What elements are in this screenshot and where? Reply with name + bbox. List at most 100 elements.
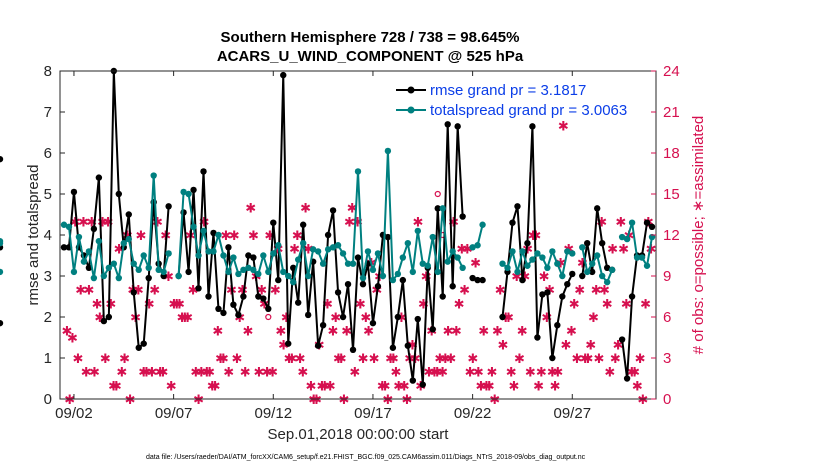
totalspread-point xyxy=(584,268,591,276)
obs-assimilated-marker: ✱ xyxy=(503,311,514,326)
chart-subtitle: ACARS_U_WIND_COMPONENT @ 525 hPa xyxy=(217,48,524,65)
totalspread-point xyxy=(245,264,252,271)
totalspread-point xyxy=(399,254,407,261)
totalspread-point xyxy=(638,254,646,261)
obs-assimilated-marker: ✱ xyxy=(407,338,418,353)
x-tick-label: 09/22 xyxy=(454,405,492,422)
rmse-point xyxy=(509,219,516,226)
totalspread-point xyxy=(439,205,446,212)
obs-assimilated-marker: ✱ xyxy=(179,311,190,326)
rmse-point xyxy=(579,272,586,280)
rmse-point xyxy=(419,381,426,388)
obs-assimilated-marker: ✱ xyxy=(97,215,108,230)
obs-assimilated-marker: ✱ xyxy=(317,379,328,394)
obs-assimilated-marker: ✱ xyxy=(223,366,234,381)
y-right-tick-label: 24 xyxy=(663,63,680,80)
obs-assimilated-marker: ✱ xyxy=(330,311,341,326)
obs-assimilated-marker: ✱ xyxy=(637,393,648,408)
obs-possible-marker xyxy=(265,313,272,321)
obs-assimilated-marker: ✱ xyxy=(467,352,478,367)
totalspread-point xyxy=(409,268,417,276)
totalspread-point xyxy=(215,231,222,239)
totalspread-point xyxy=(579,244,586,251)
obs-assimilated-marker: ✱ xyxy=(344,215,355,230)
totalspread-point xyxy=(235,270,242,278)
obs-assimilated-marker: ✱ xyxy=(92,297,103,312)
rmse-point xyxy=(275,276,282,284)
rmse-point xyxy=(584,240,591,247)
totalspread-point xyxy=(280,268,287,276)
totalspread-point xyxy=(414,227,421,235)
totalspread-point xyxy=(255,270,262,278)
totalspread-point xyxy=(180,188,187,196)
rmse-point xyxy=(444,121,451,128)
totalspread-point xyxy=(519,248,526,255)
obs-assimilated-marker: ✱ xyxy=(234,311,245,326)
obs-assimilated-marker: ✱ xyxy=(196,366,207,381)
rmse-point xyxy=(0,319,4,327)
rmse-line xyxy=(177,74,464,386)
obs-assimilated-marker: ✱ xyxy=(552,366,563,381)
totalspread-point xyxy=(130,260,137,267)
rmse-point xyxy=(260,295,267,302)
totalspread-point xyxy=(384,147,392,155)
obs-assimilated-marker: ✱ xyxy=(147,366,158,381)
totalspread-point xyxy=(618,233,626,241)
legend-rmse-marker xyxy=(407,86,415,94)
totalspread-point xyxy=(554,260,561,267)
obs-assimilated-marker: ✱ xyxy=(533,379,544,394)
rmse-point xyxy=(648,223,656,230)
rmse-point xyxy=(429,326,436,333)
rmse-point xyxy=(285,340,292,347)
obs-assimilated-marker: ✱ xyxy=(174,297,185,312)
obs-assimilated-marker: ✱ xyxy=(333,352,344,367)
obs-assimilated-marker: ✱ xyxy=(306,379,317,394)
totalspread-point xyxy=(120,240,127,247)
obs-assimilated-marker: ✱ xyxy=(519,270,530,285)
y-right-tick-label: 21 xyxy=(663,104,680,121)
rmse-point xyxy=(544,289,551,296)
obs-assimilated-marker: ✱ xyxy=(221,229,232,244)
totalspread-point xyxy=(210,248,217,255)
rmse-point xyxy=(434,205,441,212)
obs-assimilated-marker: ✱ xyxy=(201,366,212,381)
obs-assimilated-marker: ✱ xyxy=(215,352,226,367)
rmse-point xyxy=(519,276,526,284)
rmse-point xyxy=(569,270,576,278)
obs-assimilated-marker: ✱ xyxy=(349,366,360,381)
totalspread-point xyxy=(479,221,486,228)
totalspread-point xyxy=(374,250,382,257)
totalspread-point xyxy=(509,248,516,255)
totalspread-point xyxy=(329,244,337,251)
rmse-point xyxy=(459,213,466,220)
totalspread-point xyxy=(200,227,207,235)
totalspread-point xyxy=(270,250,277,257)
obs-assimilated-marker: ✱ xyxy=(629,366,640,381)
obs-assimilated-marker: ✱ xyxy=(256,284,267,299)
obs-assimilated-marker: ✱ xyxy=(358,352,369,367)
totalspread-point xyxy=(608,266,616,274)
obs-assimilated-marker: ✱ xyxy=(347,202,358,217)
rmse-point xyxy=(95,174,103,181)
obs-assimilated-marker: ✱ xyxy=(481,379,492,394)
rmse-point xyxy=(295,299,302,306)
obs-assimilated-marker: ✱ xyxy=(569,297,580,312)
obs-assimilated-marker: ✱ xyxy=(149,284,160,299)
obs-assimilated-marker: ✱ xyxy=(385,352,396,367)
totalspread-point xyxy=(628,219,636,226)
obs-assimilated-marker: ✱ xyxy=(264,229,275,244)
totalspread-point xyxy=(275,242,282,249)
obs-assimilated-marker: ✱ xyxy=(308,393,319,408)
totalspread-point xyxy=(559,272,566,280)
rmse-point xyxy=(474,276,481,284)
obs-assimilated-marker: ✱ xyxy=(621,297,632,312)
totalspread-point xyxy=(364,248,372,255)
obs-assimilated-marker: ✱ xyxy=(207,379,218,394)
rmse-point xyxy=(374,283,382,290)
obs-assimilated-marker: ✱ xyxy=(511,270,522,285)
totalspread-point xyxy=(589,260,596,267)
rmse-point xyxy=(304,311,312,319)
rmse-point xyxy=(439,293,446,300)
totalspread-point xyxy=(115,274,123,282)
rmse-point xyxy=(314,342,322,349)
